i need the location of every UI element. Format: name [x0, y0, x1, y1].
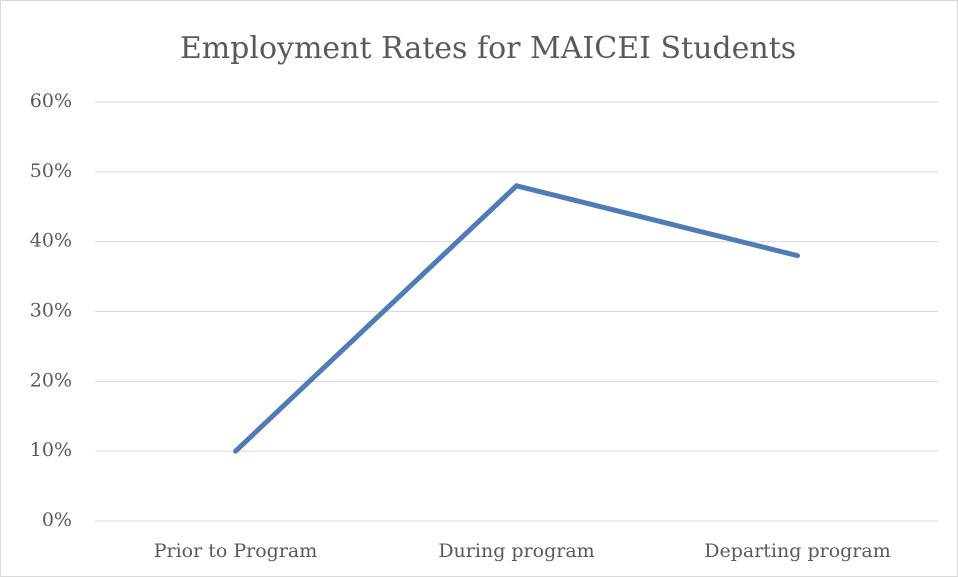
y-tick-label: 50%: [30, 160, 72, 182]
chart-title: Employment Rates for MAICEI Students: [180, 31, 796, 66]
y-tick-label: 30%: [30, 300, 72, 322]
x-tick-label: Prior to Program: [154, 540, 318, 562]
y-tick-label: 20%: [30, 369, 72, 391]
y-tick-label: 0%: [42, 509, 72, 531]
line: [233, 183, 800, 454]
y-tick-label: 10%: [30, 439, 72, 461]
x-tick-label: Departing program: [704, 540, 890, 562]
y-tick-label: 40%: [30, 230, 72, 252]
x-tick-label: During program: [438, 540, 594, 562]
y-tick-label: 60%: [30, 90, 72, 112]
